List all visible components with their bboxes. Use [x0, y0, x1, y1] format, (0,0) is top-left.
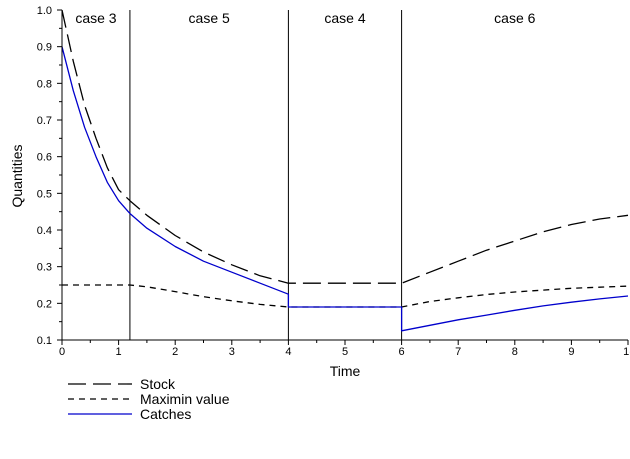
x-tick-label: 2: [172, 346, 178, 358]
y-tick-label: 0.9: [37, 42, 52, 54]
x-ticks: 0 1 2 3 4 5 6 7 8 9 1(: [59, 340, 630, 358]
x-axis-title: Time: [330, 363, 361, 379]
y-tick-label: 0.2: [37, 298, 52, 310]
y-tick-label: 0.4: [37, 225, 52, 237]
case-label: case 4: [324, 10, 365, 26]
y-axis-title: Quantities: [9, 144, 25, 207]
x-tick-label: 6: [399, 346, 405, 358]
region-lines: [129, 10, 403, 340]
series-line-catches: [61, 46, 629, 332]
case-label: case 3: [75, 10, 116, 26]
x-tick-label: 9: [568, 346, 574, 358]
x-tick-label: 3: [229, 346, 235, 358]
series-line-maximin-value: [62, 284, 629, 308]
y-tick-label: 0.3: [37, 262, 52, 274]
y-tick-label: 0.5: [37, 188, 52, 200]
case-label: case 6: [494, 10, 535, 26]
x-tick-label: 0: [59, 346, 65, 358]
series-line-stock: [61, 9, 629, 284]
x-tick-label: 1: [116, 346, 122, 358]
y-ticks: 0.1 0.2 0.3 0.4 0.5 0.6 0.7 0.8 0.9 1.0: [37, 5, 62, 347]
x-tick-label: 5: [342, 346, 348, 358]
y-tick-label: 0.1: [37, 335, 52, 347]
y-tick-label: 0.7: [37, 115, 52, 127]
x-tick-label: 7: [455, 346, 461, 358]
y-tick-label: 0.6: [37, 152, 52, 164]
legend-label: Catches: [140, 406, 191, 422]
x-tick-label: 4: [285, 346, 291, 358]
case-label: case 5: [189, 10, 230, 26]
axes: 0 1 2 3 4 5 6 7 8 9 1( 0.1 0.2 0.3 0.4 0.5 0.6 0.7 0.8 0.9…: [37, 5, 630, 358]
series-lines: [61, 9, 629, 332]
y-tick-label: 0.8: [37, 78, 52, 90]
y-tick-label: 1.0: [37, 5, 52, 17]
legend-label: Stock: [140, 376, 176, 392]
case-labels: case 3 case 5 case 4 case 6: [75, 10, 535, 26]
x-tick-label: 8: [512, 346, 518, 358]
x-tick-label: 1(: [623, 346, 630, 358]
legend-label: Maximin value: [140, 391, 230, 407]
